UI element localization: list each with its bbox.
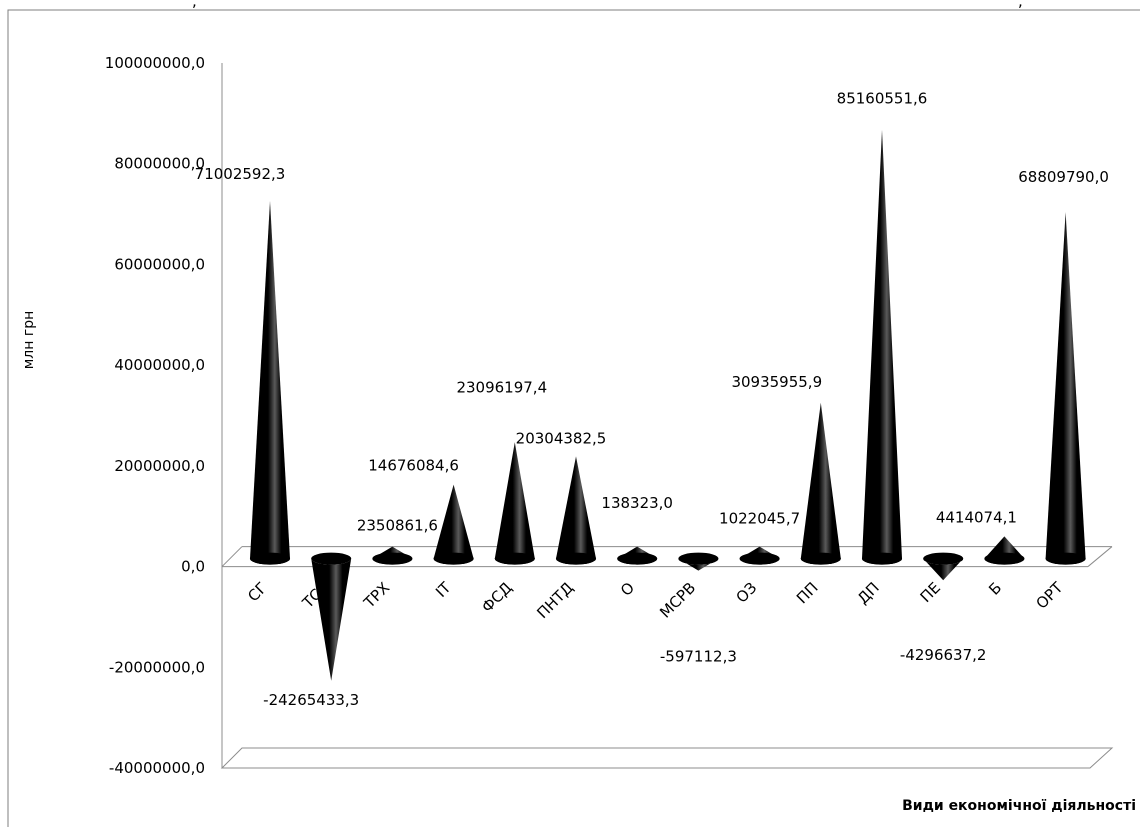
x-tick-label: Б [985, 579, 1005, 599]
cone-ОЗ [739, 546, 780, 565]
data-label: 2350861,6 [357, 517, 438, 535]
cone-body [250, 201, 290, 565]
cone-base [556, 552, 596, 565]
y-tick-label: 80000000,0 [114, 155, 205, 173]
data-label: 85160551,6 [837, 90, 928, 108]
cone-Б [984, 536, 1025, 565]
data-label: -4296637,2 [900, 646, 987, 664]
cone-ФСД [494, 442, 535, 565]
cone-base [678, 552, 719, 565]
cone-base [862, 552, 902, 565]
data-label: 71002592,3 [195, 165, 286, 183]
y-tick-label: 100000000,0 [105, 54, 205, 72]
cone-ДП [862, 129, 902, 565]
data-label: 14676084,6 [368, 457, 459, 475]
data-label: 4414074,1 [936, 508, 1017, 526]
cone-body [800, 402, 841, 565]
cone-base [372, 552, 413, 565]
cone-base [311, 552, 352, 565]
x-tick-label: ПП [793, 579, 822, 608]
cone-ПЕ [923, 552, 964, 581]
data-label: 1022045,7 [719, 509, 800, 527]
y-tick-label: 0,0 [181, 558, 205, 576]
data-label: -24265433,3 [263, 691, 359, 709]
x-tick-label: ДП [854, 579, 883, 608]
data-label: 20304382,5 [516, 429, 607, 447]
cone-body [1045, 212, 1086, 565]
x-tick-label: СГ [244, 579, 271, 606]
cone-ПНТД [556, 456, 596, 565]
data-label: 30935955,9 [731, 373, 822, 391]
x-tick-label: ІТ [432, 578, 455, 601]
cone-СГ [250, 201, 290, 565]
x-axis-depth-line-right [1087, 546, 1113, 567]
cone-base [1045, 552, 1086, 565]
y-tick-label: 40000000,0 [114, 356, 205, 374]
floor-outline [220, 747, 1114, 769]
floor-plane [220, 747, 1114, 769]
cone-body [556, 456, 596, 565]
cone-ТРХ [372, 546, 413, 565]
y-tick-label: -20000000,0 [109, 658, 205, 676]
cone-О [617, 546, 658, 565]
cone-base [433, 552, 474, 565]
cone-base [923, 552, 964, 565]
cone-ТСГ [311, 552, 352, 681]
x-tick-label: ОРТ [1032, 578, 1067, 613]
y-tick-label: 60000000,0 [114, 255, 205, 273]
series-cones [250, 129, 1086, 681]
cone-base [739, 552, 780, 565]
y-axis-title: млн грн [21, 311, 37, 370]
cone-body [862, 129, 902, 565]
cone-МСРВ [678, 552, 719, 571]
axes: 100000000,0 80000000,0 60000000,0 40000000,… [105, 54, 1113, 777]
data-label: 68809790,0 [1018, 168, 1109, 186]
x-tick-label: О [617, 579, 638, 600]
data-label: 138323,0 [601, 494, 673, 512]
x-tick-label: МСРВ [656, 579, 699, 622]
cone-base [984, 552, 1025, 565]
data-label: 23096197,4 [456, 378, 547, 396]
cone-ПП [800, 402, 841, 565]
cone-base [494, 552, 535, 565]
x-tick-label: ПНТД [533, 579, 576, 622]
x-axis-depth-line [221, 546, 243, 567]
x-tick-label: ФСД [478, 579, 516, 617]
cone-body [494, 442, 535, 565]
x-tick-label: ОЗ [733, 579, 761, 607]
cone-body [433, 484, 474, 565]
cone-base [617, 552, 658, 565]
cone-base [250, 552, 290, 565]
x-axis-title: Види економічної діяльності [902, 798, 1136, 814]
title-fragment-left: , [192, 0, 197, 10]
cone-body [311, 558, 352, 681]
cone-ОРТ [1045, 212, 1086, 565]
data-label: -597112,3 [660, 648, 737, 666]
cone-body [923, 558, 964, 581]
cone-base [800, 552, 841, 565]
x-tick-label: ПЕ [917, 579, 944, 606]
y-tick-label: 20000000,0 [114, 457, 205, 475]
title-fragment-right: , [1018, 0, 1023, 10]
x-tick-label: ТРХ [360, 579, 394, 613]
chart-frame [7, 9, 1140, 831]
cone-ІТ [433, 484, 474, 565]
y-tick-label: -40000000,0 [109, 759, 205, 777]
